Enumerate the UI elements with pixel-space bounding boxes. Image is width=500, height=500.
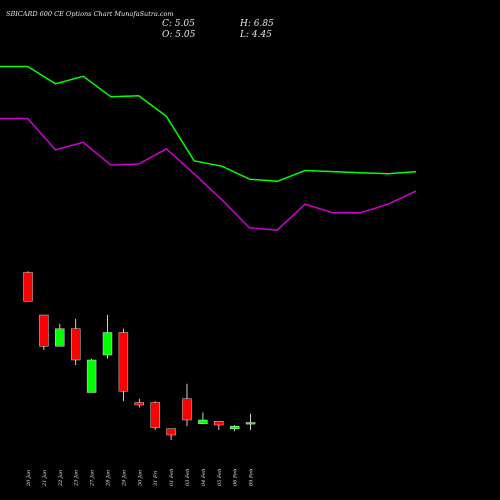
x-tick-label: 23 Jan bbox=[74, 470, 80, 487]
candle bbox=[229, 425, 240, 432]
candle bbox=[198, 412, 208, 424]
candle bbox=[134, 398, 145, 408]
close-value: C: 5.05 bbox=[162, 19, 195, 29]
candle bbox=[118, 328, 129, 402]
candle-body bbox=[23, 272, 33, 302]
high-value: H: 6.85 bbox=[239, 19, 274, 29]
candle-body bbox=[70, 328, 81, 361]
candle-body bbox=[166, 428, 176, 436]
candle bbox=[166, 428, 176, 440]
candle-body bbox=[229, 426, 240, 429]
open-value: O: 5.05 bbox=[162, 30, 196, 40]
candle bbox=[23, 271, 33, 302]
candle bbox=[70, 318, 81, 365]
overlay-lines bbox=[0, 65, 417, 231]
x-tick-label: 28 Jan bbox=[106, 470, 112, 487]
candle-body bbox=[245, 422, 256, 425]
x-tick-label: 27 Jan bbox=[90, 470, 96, 487]
x-tick-label: 01 Feb bbox=[169, 469, 175, 486]
chart-title: SBICARD 600 CE Options Chart MunafaSutra… bbox=[6, 10, 174, 18]
candle bbox=[55, 323, 65, 347]
candle bbox=[214, 421, 224, 430]
x-axis-labels: 20 Jan 21 Jan 22 Jan 23 Jan 27 Jan 28 Jan 29 J… bbox=[26, 469, 255, 487]
candle-body bbox=[134, 402, 145, 406]
candles bbox=[23, 271, 256, 440]
x-tick-label: 30 Jan bbox=[137, 470, 143, 486]
candle-body bbox=[214, 421, 224, 426]
candle-body bbox=[39, 314, 49, 347]
x-tick-label: 03 Feb bbox=[185, 469, 191, 486]
candle-body bbox=[198, 419, 208, 424]
candle bbox=[150, 401, 160, 430]
overlay-line-1 bbox=[0, 65, 417, 183]
x-tick-label: 21 Jan bbox=[42, 470, 48, 487]
candle-body bbox=[55, 328, 65, 347]
candle-body bbox=[150, 402, 160, 428]
x-tick-label: 09 Feb bbox=[249, 469, 255, 486]
x-tick-label: 06 Feb bbox=[233, 469, 239, 486]
candle-body bbox=[86, 359, 97, 393]
candle bbox=[245, 413, 256, 430]
x-tick-label: 04 Feb bbox=[201, 469, 207, 486]
candle-body bbox=[182, 398, 192, 421]
x-tick-label: 20 Jan bbox=[26, 470, 32, 487]
candle-body bbox=[102, 332, 113, 356]
x-tick-label: 31 Fri bbox=[153, 470, 159, 486]
candle bbox=[86, 358, 97, 393]
candle-body bbox=[118, 332, 129, 392]
overlay-line-2 bbox=[0, 117, 417, 231]
candle bbox=[182, 383, 192, 427]
x-tick-label: 29 Jan bbox=[121, 470, 127, 487]
x-tick-label: 22 Jan bbox=[58, 470, 64, 487]
candle bbox=[39, 314, 49, 350]
x-tick-label: 05 Feb bbox=[217, 469, 223, 486]
low-value: L: 4.45 bbox=[239, 30, 272, 40]
candle bbox=[102, 315, 113, 359]
